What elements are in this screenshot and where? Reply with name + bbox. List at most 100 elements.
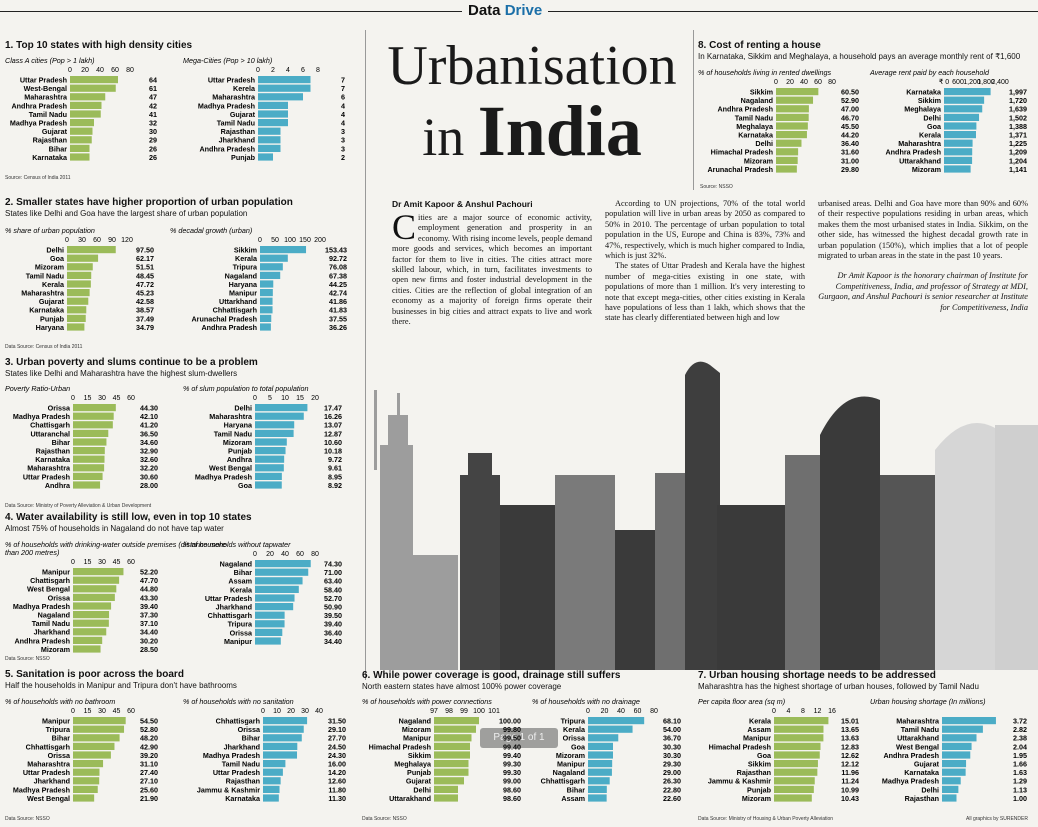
c7a-bar (774, 794, 812, 802)
c7a-category-label: Sikkim (748, 760, 771, 769)
c4a-category-label: Orissa (48, 593, 71, 602)
c6b-bar (588, 751, 613, 759)
c5a-value-label: 21.90 (140, 794, 158, 803)
c3a-category-label: Rajasthan (36, 447, 70, 456)
section-5-title: 5. Sanitation is poor across the board (5, 669, 184, 680)
c5b-category-label: Bihar (242, 734, 261, 743)
chart-7-housing-shortage: Urban housing shortage (In millions) Maha… (870, 697, 1027, 803)
c4a-category-label: Nagaland (38, 611, 70, 620)
c4a-value-label: 28.50 (140, 645, 158, 654)
c5b-bar (263, 725, 304, 733)
c7a-bar (774, 717, 829, 725)
c6b-value-label: 54.00 (663, 725, 681, 734)
section-1-source: Source: Census of India 2011 (5, 175, 71, 181)
c4b-subtitle: % of households without tapwater (183, 540, 291, 549)
c8b-value-label: 1,225 (1009, 139, 1027, 148)
c8b-category-label: Meghalaya (904, 105, 942, 114)
c4a-bar (73, 568, 124, 576)
c7b-bar (942, 794, 957, 802)
c8b-category-label: Uttarakhand (899, 156, 941, 165)
city-skyline-illustration (374, 361, 1038, 670)
c7a-tick: 8 (801, 708, 805, 715)
c3b-bar (255, 421, 295, 429)
c2b-bar (260, 280, 274, 288)
c3b-category-label: Haryana (224, 421, 253, 430)
c7a-category-label: Goa (757, 751, 772, 760)
c4b-bar (255, 594, 295, 602)
c3b-bar (255, 464, 284, 472)
c1b-category-label: Andhra Pradesh (199, 144, 255, 153)
c6a-category-label: Himachal Pradesh (369, 742, 431, 751)
c2a-bar (67, 246, 116, 254)
c1a-category-label: West-Bengal (24, 84, 67, 93)
c2a-value-label: 97.50 (136, 246, 154, 255)
c4a-tick: 45 (113, 559, 121, 566)
c7a-value-label: 11.96 (841, 768, 859, 777)
c5b-bar (263, 734, 302, 742)
article-col2-para-2: The states of Uttar Pradesh and Kerala h… (605, 261, 805, 323)
c7a-category-label: Punjab (747, 785, 772, 794)
c2b-tick: 100 (284, 237, 296, 244)
c4a-value-label: 52.20 (140, 568, 158, 577)
c2b-category-label: Chhattisgarh (213, 306, 257, 315)
c8a-tick: 40 (800, 79, 808, 86)
c6a-value-label: 99.30 (503, 768, 521, 777)
c5b-bar (263, 768, 283, 776)
c6a-value-label: 99.40 (503, 742, 521, 751)
c4b-value-label: 50.90 (324, 603, 342, 612)
c8b-value-label: 1,502 (1009, 113, 1027, 122)
c8b-bar (944, 113, 980, 121)
c3b-category-label: Mizoram (223, 438, 252, 447)
c6b-value-label: 30.30 (663, 751, 681, 760)
c3a-bar (73, 412, 114, 420)
c2b-value-label: 153.43 (325, 246, 347, 255)
c2a-value-label: 42.58 (136, 297, 154, 306)
c1a-category-label: Madhya Pradesh (10, 119, 67, 128)
c1a-value-label: 32 (149, 119, 157, 128)
c6a-category-label: Manipur (403, 734, 431, 743)
c5a-bar (73, 794, 95, 802)
c6b-bar (588, 760, 613, 768)
c6a-bar (434, 794, 458, 802)
c2a-category-label: Haryana (36, 323, 65, 332)
author-note: Dr Amit Kapoor is the honorary chairman … (818, 271, 1028, 312)
c7a-value-label: 12.62 (841, 751, 859, 760)
c6a-subtitle: % of households with power connections (362, 697, 492, 706)
c8a-category-label: Nagaland (741, 96, 773, 105)
chart-3-slum-population: % of slum population to total population… (183, 384, 342, 490)
c5b-bar (263, 751, 298, 759)
c4b-bar (255, 585, 299, 593)
c2b-value-label: 92.72 (329, 254, 347, 263)
article-col3-text: urbanised areas. Delhi and Goa have more… (818, 199, 1028, 261)
c2b-value-label: 37.55 (329, 314, 347, 323)
c3b-subtitle: % of slum population to total population (183, 384, 308, 393)
c6b-tick: 40 (617, 708, 625, 715)
c8a-value-label: 45.50 (841, 122, 859, 131)
c8b-value-label: 1,141 (1009, 165, 1027, 174)
c2a-bar (67, 297, 89, 305)
brand-word-drive: Drive (504, 2, 543, 19)
brand-logo: Data Drive (462, 2, 549, 19)
c2b-category-label: Haryana (229, 280, 258, 289)
c5a-subtitle: % of households with no bathroom (5, 697, 115, 706)
c5a-value-label: 25.60 (140, 785, 158, 794)
c2a-bar (67, 263, 93, 271)
c4b-category-label: Tripura (228, 620, 253, 629)
c2b-value-label: 67.38 (329, 271, 347, 280)
c1b-value-label: 6 (341, 93, 345, 102)
c7a-category-label: Manipur (743, 734, 771, 743)
section-5-subtitle: Half the households in Manipur and Tripu… (5, 681, 237, 690)
c8b-value-label: 1,720 (1009, 96, 1027, 105)
article-col2-para-1: According to UN projections, 70% of the … (605, 199, 805, 261)
c7a-bar (774, 742, 821, 750)
c2a-value-label: 34.79 (136, 323, 154, 332)
c5a-bar (73, 785, 98, 793)
c8a-value-label: 31.00 (841, 156, 859, 165)
c4b-bar (255, 568, 309, 576)
c2a-category-label: Punjab (40, 314, 65, 323)
c4b-category-label: Kerala (230, 585, 253, 594)
c5a-bar (73, 742, 115, 750)
c2a-tick: 120 (121, 237, 133, 244)
c2a-category-label: Kerala (42, 280, 65, 289)
